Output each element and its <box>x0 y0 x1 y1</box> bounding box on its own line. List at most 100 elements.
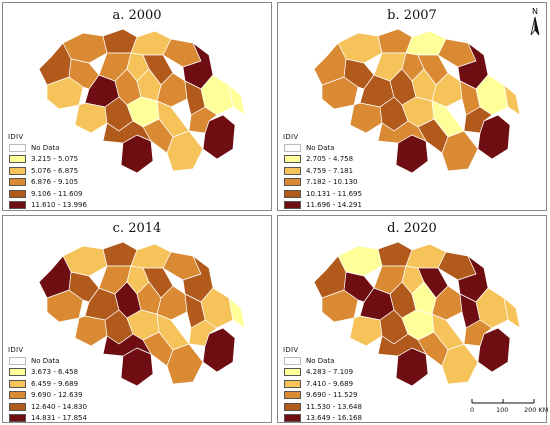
panel-title: b. 2007 <box>387 8 437 23</box>
legend-item: 3.673 - 6.458 <box>8 367 87 379</box>
map-region <box>377 120 427 144</box>
map-region <box>377 28 413 54</box>
legend-item: 10.131 - 11.695 <box>283 188 362 200</box>
legend-label: 11.696 - 14.291 <box>306 201 362 210</box>
legend-swatch <box>284 155 301 164</box>
legend-item: 11.530 - 13.648 <box>283 401 362 413</box>
legend: IDIV No Data 3.215 - 5.075 5.076 - 6.875 6.8… <box>8 133 87 211</box>
legend-swatch <box>284 414 301 423</box>
legend-item: 11.696 - 14.291 <box>283 200 362 212</box>
map-panel-a: a. 2000 IDIV No Data 3.215 - 5.075 5.076 - … <box>2 2 272 211</box>
choropleth-map <box>313 241 521 387</box>
legend-label: 2.705 - 4.758 <box>306 155 354 164</box>
legend-swatch <box>284 178 301 187</box>
map-region <box>441 130 479 172</box>
legend-swatch <box>284 201 301 210</box>
map-region <box>38 255 72 299</box>
legend-label: No Data <box>306 143 335 152</box>
map-region <box>102 120 152 144</box>
choropleth-map <box>38 28 246 174</box>
scale-tick-label: 0 <box>470 406 475 414</box>
legend-label: No Data <box>31 143 60 152</box>
legend-swatch <box>9 379 26 388</box>
legend-label: No Data <box>306 356 335 365</box>
legend-item-no-data: No Data <box>8 142 87 154</box>
legend-label: 11.610 - 13.996 <box>31 201 87 210</box>
legend-label: 9.690 - 12.639 <box>31 391 83 400</box>
legend-item: 13.649 - 16.168 <box>283 413 362 425</box>
scale-tick-label: 200 KM <box>524 406 549 414</box>
panel-title: c. 2014 <box>112 221 162 236</box>
legend-item: 7.182 - 10.130 <box>283 177 362 189</box>
legend-label: 6.876 - 9.105 <box>31 178 79 187</box>
legend-swatch <box>9 189 26 198</box>
legend-swatch <box>284 379 301 388</box>
legend-swatch <box>9 356 26 365</box>
legend-swatch <box>9 391 26 400</box>
legend-label: 9.690 - 11.529 <box>306 391 358 400</box>
legend-label: 3.215 - 5.075 <box>31 155 79 164</box>
legend-item: 9.106 - 11.609 <box>8 188 87 200</box>
legend-label: 9.106 - 11.609 <box>31 189 83 198</box>
map-region <box>102 28 138 54</box>
legend-item: 14.831 - 17.854 <box>8 413 87 425</box>
map-region <box>411 281 437 315</box>
legend-item: 5.076 - 6.875 <box>8 165 87 177</box>
legend-label: 7.182 - 10.130 <box>306 178 358 187</box>
legend-item: 11.610 - 13.996 <box>8 200 87 212</box>
map-region <box>136 68 162 102</box>
north-label: N <box>532 7 538 16</box>
legend-item-no-data: No Data <box>283 142 362 154</box>
legend-title: IDIV <box>283 346 299 354</box>
legend-item: 4.283 - 7.109 <box>283 367 362 379</box>
legend-swatch <box>9 414 26 423</box>
legend-swatch <box>9 143 26 152</box>
map-region <box>349 315 383 347</box>
legend-swatch <box>284 189 301 198</box>
choropleth-map <box>38 241 246 387</box>
legend-swatch <box>284 143 301 152</box>
legend-swatch <box>284 391 301 400</box>
legend-swatch <box>284 368 301 377</box>
map-region <box>503 297 521 329</box>
legend-label: 6.459 - 9.689 <box>31 379 79 388</box>
map-region <box>102 241 138 267</box>
legend-item: 12.640 - 14.830 <box>8 401 87 413</box>
legend-item: 6.459 - 9.689 <box>8 378 87 390</box>
legend-swatch <box>9 166 26 175</box>
legend-label: 14.831 - 17.854 <box>31 414 87 423</box>
legend-item: 3.215 - 5.075 <box>8 154 87 166</box>
map-region <box>411 68 437 102</box>
map-panel-c: c. 2014 IDIV No Data 3.673 - 6.458 6.459 - … <box>2 215 272 423</box>
legend-swatch <box>284 166 301 175</box>
legend-swatch <box>9 402 26 411</box>
legend-item-no-data: No Data <box>283 355 362 367</box>
map-region <box>166 343 204 385</box>
legend: IDIV No Data 4.283 - 7.109 7.410 - 9.689 9.6… <box>283 346 362 424</box>
legend-swatch <box>9 155 26 164</box>
legend-item: 2.705 - 4.758 <box>283 154 362 166</box>
legend-item: 6.876 - 9.105 <box>8 177 87 189</box>
map-region <box>166 130 204 172</box>
legend-label: 10.131 - 11.695 <box>306 189 362 198</box>
legend-item-no-data: No Data <box>8 355 87 367</box>
map-region <box>228 84 246 116</box>
map-region <box>74 102 108 134</box>
map-region <box>377 241 413 267</box>
legend-swatch <box>9 201 26 210</box>
scale-tick-label: 100 <box>496 406 509 414</box>
map-region <box>503 84 521 116</box>
map-panel-b: b. 2007 IDIV No Data 2.705 - 4.758 4.759 - … <box>277 2 547 211</box>
legend-label: 13.649 - 16.168 <box>306 414 362 423</box>
legend-label: 3.673 - 6.458 <box>31 368 79 377</box>
map-region <box>74 315 108 347</box>
map-region <box>136 281 162 315</box>
legend-swatch <box>9 368 26 377</box>
map-region <box>102 333 152 357</box>
map-region <box>202 114 236 160</box>
legend-title: IDIV <box>8 346 24 354</box>
map-region <box>441 343 479 385</box>
map-region <box>477 327 511 373</box>
legend-label: No Data <box>31 356 60 365</box>
map-region <box>313 255 347 299</box>
